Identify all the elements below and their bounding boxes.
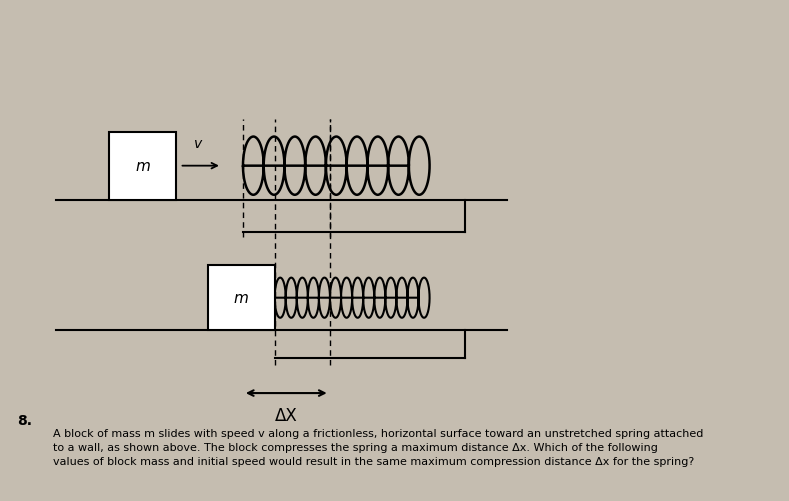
- Text: m: m: [234, 291, 249, 306]
- Text: A block of mass m slides with speed v along a frictionless, horizontal surface t: A block of mass m slides with speed v al…: [53, 428, 703, 466]
- Text: v: v: [193, 136, 202, 150]
- Text: m: m: [135, 159, 150, 174]
- Text: ΔX: ΔX: [275, 406, 297, 424]
- Bar: [109, 133, 176, 200]
- Bar: [208, 266, 275, 331]
- Text: 8.: 8.: [17, 413, 32, 427]
